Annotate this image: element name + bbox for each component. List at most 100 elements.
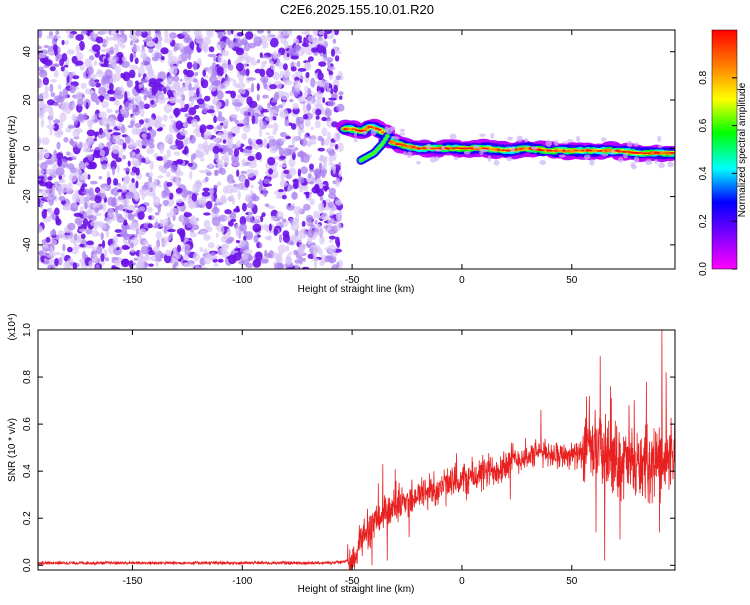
noise-blob (329, 208, 334, 217)
noise-blob (337, 142, 344, 152)
noise-blob (317, 135, 323, 142)
noise-blob (229, 114, 239, 118)
noise-blob (236, 183, 242, 190)
noise-blob (272, 122, 279, 132)
noise-blob (141, 133, 147, 139)
noise-blob (213, 169, 219, 177)
noise-blob (318, 38, 327, 46)
noise-blob (56, 95, 65, 104)
noise-blob (39, 181, 49, 187)
noise-blob (319, 196, 324, 201)
noise-blob (204, 145, 210, 156)
noise-blob (270, 215, 278, 221)
noise-blob (47, 261, 52, 269)
noise-blob (72, 75, 80, 80)
noise-blob (238, 74, 244, 83)
snr-multiplier: (x10⁴) (7, 313, 18, 340)
noise-blob (305, 191, 310, 199)
noise-blob (324, 255, 331, 263)
noise-blob (147, 244, 152, 248)
noise-blob (288, 251, 292, 256)
snr-y-tick-label: 0.2 (22, 511, 33, 525)
noise-blob (146, 132, 151, 140)
noise-blob (121, 124, 126, 134)
noise-blob (41, 210, 47, 219)
noise-blob (221, 59, 228, 69)
noise-blob (248, 42, 256, 49)
noise-blob (142, 30, 146, 33)
noise-blob (131, 44, 141, 53)
noise-blob (115, 93, 124, 100)
noise-blob (332, 38, 337, 44)
noise-blob (114, 229, 123, 233)
noise-blob (157, 94, 166, 104)
noise-blob (320, 202, 324, 211)
signal-halo-blob (384, 126, 389, 132)
signal-halo-blob (429, 156, 437, 163)
noise-blob (138, 101, 145, 110)
noise-blob (338, 210, 343, 215)
noise-blob (145, 172, 150, 177)
noise-blob (162, 155, 168, 163)
noise-blob (217, 132, 224, 136)
noise-blob (105, 96, 110, 101)
noise-blob (261, 60, 266, 69)
noise-blob (203, 212, 211, 216)
snr-y-label: SNR (10 * v/v) (7, 418, 18, 482)
noise-blob (94, 79, 100, 83)
noise-blob (237, 94, 242, 99)
signal-blob (589, 149, 592, 152)
noise-blob (143, 103, 150, 110)
noise-blob (335, 236, 340, 246)
noise-blob (76, 169, 82, 174)
noise-blob (116, 51, 124, 58)
spectrogram-y-label: Frequency (Hz) (7, 116, 18, 185)
noise-blob (184, 113, 191, 118)
noise-blob (139, 83, 144, 88)
noise-blob (240, 88, 246, 95)
signal-halo-blob (463, 150, 471, 155)
noise-blob (154, 212, 160, 216)
noise-blob (222, 139, 227, 144)
signal-blob (371, 152, 375, 155)
spectrogram-y-tick-label: -20 (22, 189, 33, 204)
noise-blob (290, 55, 299, 60)
noise-blob (149, 171, 154, 178)
noise-blob (320, 87, 325, 93)
noise-blob (203, 130, 212, 140)
noise-blob (248, 162, 257, 169)
noise-blob (328, 97, 337, 101)
noise-blob (46, 124, 55, 130)
noise-blob (46, 35, 55, 40)
noise-blob (84, 88, 91, 95)
signal-blob (502, 149, 506, 152)
spectrogram-x-tick-label: -100 (232, 275, 252, 286)
noise-blob (335, 177, 341, 188)
noise-blob (245, 231, 254, 241)
noise-blob (95, 264, 100, 269)
noise-blob (132, 52, 136, 58)
signal-halo-blob (416, 160, 421, 165)
noise-blob (252, 258, 262, 268)
snr-y-tick-label: 0.6 (22, 417, 33, 431)
signal-blob (641, 152, 646, 155)
noise-blob (269, 145, 278, 154)
noise-blob (317, 79, 326, 88)
spectrogram-y-tick-label: 20 (22, 94, 33, 106)
noise-blob (117, 189, 123, 193)
noise-blob (135, 80, 139, 85)
noise-blob (317, 72, 324, 81)
noise-blob (253, 36, 263, 47)
noise-blob (48, 207, 53, 216)
noise-blob (194, 179, 203, 188)
noise-blob (167, 236, 172, 241)
noise-blob (231, 161, 240, 167)
noise-blob (253, 169, 259, 177)
noise-blob (86, 240, 94, 246)
noise-blob (98, 176, 103, 180)
signal-halo-blob (631, 164, 637, 170)
signal-halo-blob (403, 151, 407, 156)
spectrogram-x-tick-label: -50 (345, 275, 360, 286)
noise-blob (299, 76, 305, 80)
noise-blob (77, 98, 84, 107)
